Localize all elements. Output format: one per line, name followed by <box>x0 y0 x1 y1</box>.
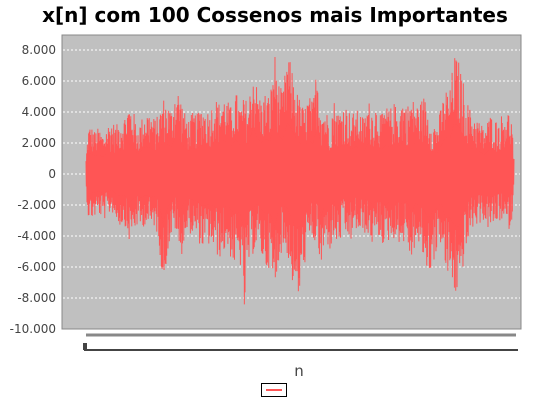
y-tick-label: 2.000 <box>22 136 56 150</box>
y-tick-label: -10.000 <box>10 322 56 336</box>
signal-series <box>85 56 515 305</box>
y-tick-label: -4.000 <box>17 229 56 243</box>
x-axis-label: n <box>294 362 304 380</box>
legend <box>261 383 287 397</box>
y-tick-labels: 8.000 6.000 4.000 2.000 0 -2.000 -4.000 -6.000 -… <box>10 43 56 336</box>
y-tick-label: 0 <box>48 167 56 181</box>
legend-swatch <box>266 389 282 391</box>
y-tick-label: 6.000 <box>22 74 56 88</box>
chart-title: x[n] com 100 Cossenos mais Importantes <box>42 3 508 27</box>
y-tick-label: 8.000 <box>22 43 56 57</box>
y-tick-label: 4.000 <box>22 105 56 119</box>
y-tick-label: -6.000 <box>17 260 56 274</box>
signal-core-band <box>86 121 514 234</box>
y-tick-label: -8.000 <box>17 291 56 305</box>
x-axis-tick-mark <box>83 343 87 350</box>
y-tick-label: -2.000 <box>17 198 56 212</box>
